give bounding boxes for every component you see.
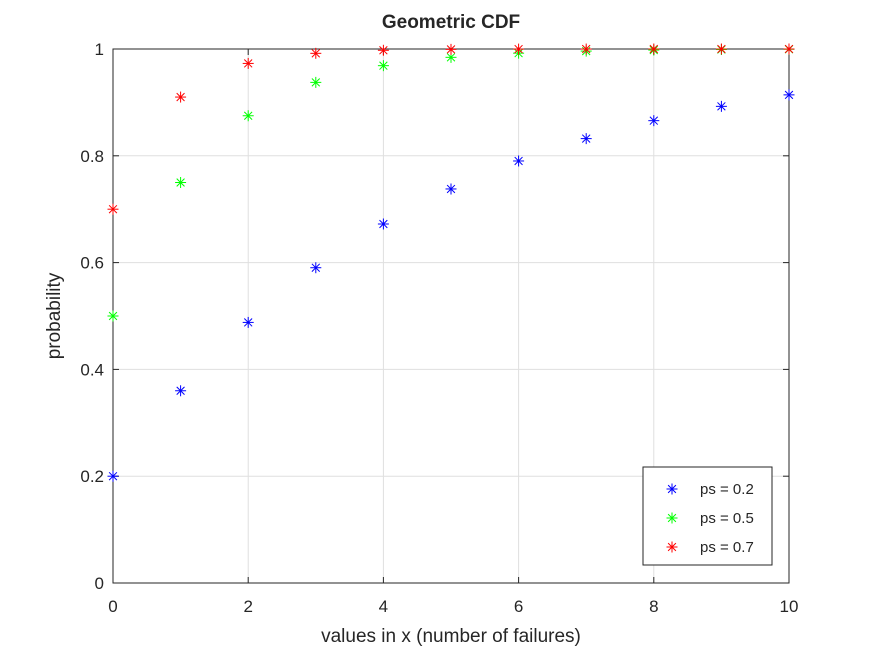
y-tick-label: 0.4 <box>80 360 104 379</box>
data-point <box>377 44 389 56</box>
data-point <box>715 43 727 55</box>
data-point <box>783 43 795 55</box>
data-point <box>242 110 254 122</box>
legend-marker <box>666 483 678 495</box>
data-point <box>648 115 660 127</box>
legend-label: ps = 0.5 <box>700 510 754 527</box>
data-point <box>715 100 727 112</box>
y-tick-label: 0 <box>95 574 104 593</box>
data-points <box>107 43 795 482</box>
y-tick-label: 0.2 <box>80 467 104 486</box>
x-tick-label: 6 <box>514 597 523 616</box>
series-1 <box>107 89 795 482</box>
legend: ps = 0.2 ps = 0.5 ps = 0.7 <box>642 466 773 566</box>
data-point <box>175 91 187 103</box>
data-point <box>648 43 660 55</box>
data-point <box>513 155 525 167</box>
legend-marker <box>666 541 678 553</box>
x-tick-label: 10 <box>780 597 799 616</box>
series-3 <box>107 43 795 215</box>
x-axis-label: values in x (number of failures) <box>321 626 581 647</box>
legend-box <box>642 466 773 566</box>
data-point <box>783 89 795 101</box>
data-point <box>107 203 119 215</box>
data-point <box>445 183 457 195</box>
data-point <box>445 43 457 55</box>
legend-item: ps = 0.7 <box>666 539 754 556</box>
data-point <box>107 310 119 322</box>
x-tick-label: 4 <box>379 597 388 616</box>
data-point <box>242 316 254 328</box>
data-point <box>310 76 322 88</box>
data-point <box>580 133 592 145</box>
data-point <box>513 43 525 55</box>
data-point <box>310 262 322 274</box>
y-axis-label: probability <box>44 272 65 359</box>
data-point <box>580 43 592 55</box>
legend-item: ps = 0.2 <box>666 481 754 498</box>
legend-label: ps = 0.7 <box>700 539 754 556</box>
data-point <box>107 470 119 482</box>
x-tick-label: 8 <box>649 597 658 616</box>
data-point <box>175 385 187 397</box>
y-tick-label: 0.8 <box>80 147 104 166</box>
data-point <box>310 47 322 59</box>
chart-title: Geometric CDF <box>382 12 520 33</box>
data-point <box>377 60 389 72</box>
legend-marker <box>666 512 678 524</box>
y-tick-label: 0.6 <box>80 254 104 273</box>
data-point <box>175 177 187 188</box>
x-tick-label: 2 <box>243 597 252 616</box>
legend-label: ps = 0.2 <box>700 481 754 498</box>
y-tick-label: 1 <box>95 40 104 59</box>
x-tick-label: 0 <box>108 597 117 616</box>
data-point <box>242 57 254 69</box>
data-point <box>377 218 389 230</box>
legend-item: ps = 0.5 <box>666 510 754 527</box>
